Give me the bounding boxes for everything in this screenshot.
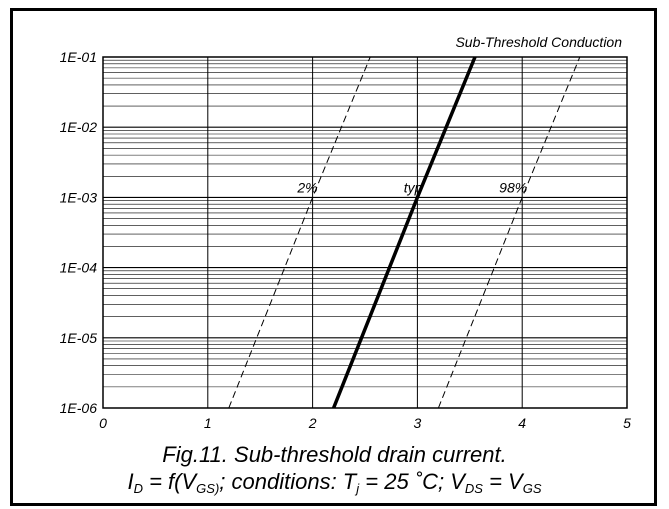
y-tick-label: 1E-05 — [60, 330, 98, 346]
figure-caption: Fig.11. Sub-threshold drain current. — [0, 442, 669, 468]
figure-frame — [10, 8, 657, 506]
formula-tj-sub: j — [356, 481, 360, 496]
formula-id-sub: D — [133, 481, 143, 496]
y-tick-label: 1E-03 — [60, 189, 98, 205]
formula-temp: = 25 ˚C; V — [359, 469, 465, 494]
series-label: 98% — [499, 179, 527, 195]
formula-eq-f: = f(V — [142, 469, 197, 494]
figure-caption-text: Fig.11. Sub-threshold drain current. — [162, 442, 507, 467]
series-line-typ — [331, 56, 477, 409]
formula-eq2: = V — [482, 469, 523, 494]
tick-labels: 0 1 2 3 4 5 1E-06 1E-05 1E-04 1E-03 1E-02 1E-01 — [60, 49, 631, 431]
y-tick-label: 1E-02 — [60, 119, 98, 135]
formula-conditions: ; conditions: T — [219, 469, 357, 494]
series-line-98pct — [437, 56, 581, 409]
x-tick-label: 1 — [204, 415, 212, 431]
series-labels: 2% typ 98% — [296, 179, 527, 195]
x-tick-label: 0 — [99, 415, 107, 431]
y-tick-label: 1E-01 — [60, 49, 97, 65]
formula-vds-sub: DS — [464, 481, 483, 496]
series-label: 2% — [296, 179, 317, 195]
x-tick-label: 3 — [414, 415, 422, 431]
formula-id: I — [127, 469, 134, 494]
series-label: typ — [404, 179, 423, 195]
y-tick-label: 1E-04 — [60, 260, 98, 276]
conditions-formula: ID = f(VGS); conditions: Tj = 25 ˚C; VDS… — [0, 469, 669, 496]
chart-title: Sub-Threshold Conduction — [455, 34, 622, 50]
formula-vgs-sub: GS) — [196, 481, 220, 496]
x-tick-label: 2 — [308, 415, 317, 431]
grid — [102, 56, 628, 409]
series-line-2pct — [228, 56, 371, 409]
formula-vgs2-sub: GS — [522, 481, 542, 496]
y-tick-label: 1E-06 — [60, 400, 98, 416]
series-layer — [228, 56, 581, 409]
plot-border — [102, 56, 628, 409]
x-tick-label: 5 — [623, 415, 631, 431]
x-tick-label: 4 — [518, 415, 526, 431]
